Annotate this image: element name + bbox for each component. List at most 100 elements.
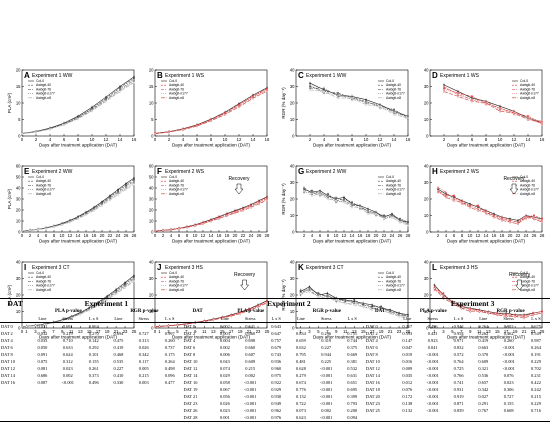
table-column-label: Stress	[130, 315, 158, 323]
table-cell-p-value: 0.647	[271, 331, 282, 336]
y-tick-label: 50	[16, 174, 21, 179]
table-cell-p-value: 0.919	[453, 394, 464, 399]
table-column-label: L x S	[263, 315, 289, 323]
x-tick-label: 3	[308, 329, 311, 334]
legend-entry: Awbgit-76	[36, 183, 51, 187]
x-tick-label: 22	[382, 233, 387, 238]
data-point	[485, 209, 487, 212]
x-tick-label: 8	[327, 233, 330, 238]
data-point	[541, 312, 543, 315]
table-cell-p-value: 0.674	[295, 380, 306, 385]
data-point	[477, 207, 479, 210]
table-cell-p-value	[81, 386, 106, 393]
data-point	[124, 286, 126, 289]
table-cell-dat: DAT 25	[365, 408, 380, 413]
y-axis-label: RGR (% day⁻¹)	[281, 87, 286, 119]
y-tick-label: 0	[151, 133, 154, 138]
x-tick-label: 2	[168, 137, 171, 142]
table-cell-p-value: 0.710	[62, 338, 73, 343]
table-cell-p-value: 0.056	[219, 394, 230, 399]
y-tick-label: 20	[424, 196, 429, 201]
legend-entry: Awbgit-n177	[36, 92, 55, 96]
table-cell-p-value: 0.643	[271, 324, 282, 329]
data-point	[168, 131, 170, 133]
y-tick-label: 10	[424, 117, 429, 122]
table-cell-p-value: 0.073	[295, 408, 306, 413]
table-cell-p-value: 0.313	[138, 338, 149, 343]
data-point	[541, 120, 543, 122]
table-cell-p-value: 0.264	[478, 324, 489, 329]
data-point	[393, 110, 395, 113]
table-cell-p-value: 0.421	[427, 331, 438, 336]
x-tick-label: 2	[35, 137, 38, 142]
panel-title: Experiment 2 WW	[32, 169, 73, 175]
table-cell-dat: DAT 4	[1, 338, 13, 343]
x-tick-label: 12	[201, 233, 206, 238]
series-line	[310, 87, 409, 117]
y-tick-label: 0	[18, 229, 21, 234]
x-tick-label: 17	[504, 329, 509, 334]
x-tick-label: 6	[196, 137, 199, 142]
table-column-label: L x S	[521, 315, 550, 323]
series-line	[443, 84, 543, 124]
data-point	[158, 325, 161, 328]
table-cell-p-value: 0.009	[402, 366, 413, 371]
legend-entry: Awbgit-n177	[386, 284, 405, 288]
legend-entry: Col-0	[386, 271, 394, 275]
panel-title: Experiment 3 CT	[306, 265, 344, 271]
data-point	[252, 97, 254, 100]
table-cell-p-value: 0.033	[37, 338, 48, 343]
table-cell-p-value: 0.023	[503, 380, 514, 385]
y-tick-label: 30	[149, 276, 154, 281]
data-point	[34, 324, 37, 327]
table-dat-header-1: DAT	[0, 298, 31, 308]
y-axis-label: RGR (% day⁻¹)	[281, 279, 286, 311]
x-tick-label: 12	[378, 137, 383, 142]
table-cell-p-value: 0.225	[321, 359, 332, 364]
series-line	[437, 187, 543, 223]
x-tick-label: 26	[124, 233, 129, 238]
table-cell-p-value: 0.422	[531, 380, 541, 385]
data-point	[303, 188, 305, 190]
data-point	[365, 98, 367, 101]
legend-entry: Awbgit-40	[386, 275, 401, 279]
data-point	[443, 87, 445, 89]
table-cell-p-value: 0.609	[478, 359, 489, 364]
table-cell-p-value	[106, 393, 130, 400]
y-tick-label: 15	[149, 84, 154, 89]
table-cell-p-value: 0.027	[478, 394, 489, 399]
y-tick-label: 10	[290, 213, 295, 218]
data-point	[178, 227, 180, 230]
data-point	[176, 324, 179, 327]
y-tick-label: 40	[16, 185, 21, 190]
y-tick-label: 0	[426, 133, 429, 138]
data-point	[379, 105, 381, 108]
table-cell-p-value: 0.462	[503, 331, 514, 336]
x-tick-label: 11	[202, 329, 207, 334]
data-point	[514, 314, 516, 316]
table-cell-p-value: 0.270	[88, 331, 99, 336]
x-axis-label: Days after treatment application (DAT)	[39, 335, 118, 340]
data-point	[461, 202, 463, 205]
y-tick-label: 20	[290, 196, 295, 201]
x-tick-label: 9	[469, 329, 472, 334]
table-cell-p-value: 0.035	[402, 373, 413, 378]
y-tick-label: 30	[424, 276, 429, 281]
x-tick-label: 4	[49, 137, 52, 142]
p-value-table: DAT Experiment 1 Experiment 2 Experiment…	[0, 298, 550, 422]
table-cell-p-value	[30, 393, 54, 400]
data-point	[186, 226, 188, 229]
table-cell-p-value: 0.117	[138, 359, 149, 364]
panel-title: Experiment 1 WW	[32, 73, 73, 79]
data-point	[533, 214, 535, 217]
panel-title: Experiment 2 WS	[440, 169, 480, 175]
x-axis-label: Days after treatment application (DAT)	[172, 143, 251, 148]
data-point	[351, 206, 353, 209]
data-point	[383, 214, 385, 217]
data-point	[343, 196, 345, 199]
table-cell-p-value: 0.312	[62, 359, 73, 364]
data-point	[478, 309, 481, 311]
legend-entry: Awbgit-40	[386, 179, 401, 183]
table-cell-dat: DAT 10	[183, 359, 198, 364]
data-point	[407, 115, 409, 117]
